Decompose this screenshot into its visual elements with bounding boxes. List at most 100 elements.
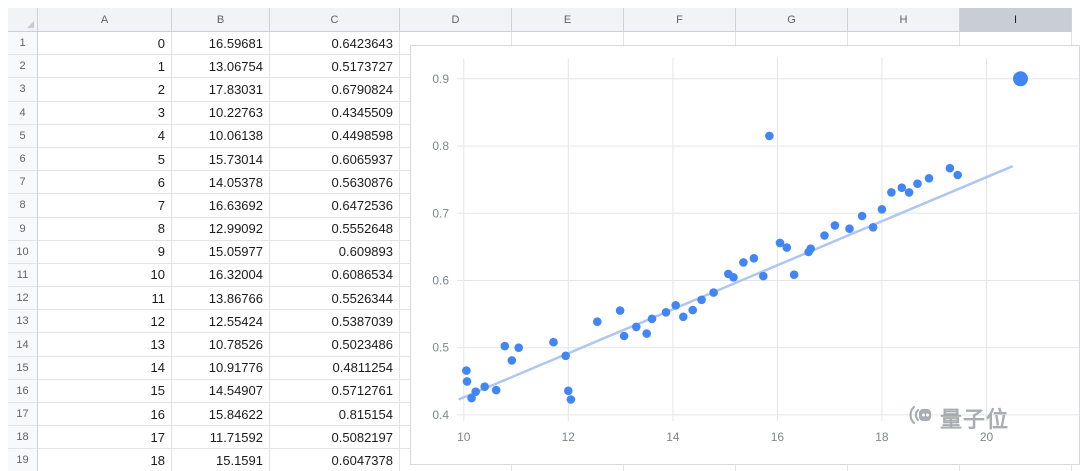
cell[interactable]: 0.609893 <box>270 240 400 264</box>
cell[interactable]: 10.06138 <box>172 124 270 148</box>
svg-text:0.5: 0.5 <box>432 341 449 355</box>
svg-text:18: 18 <box>875 430 889 444</box>
row-header-3[interactable]: 3 <box>8 78 38 102</box>
cell[interactable]: 0.4498598 <box>270 124 400 148</box>
cell[interactable]: 13.86766 <box>172 287 270 311</box>
cell[interactable]: 0 <box>38 32 172 56</box>
row-header-4[interactable]: 4 <box>8 101 38 125</box>
cell[interactable]: 0.5387039 <box>270 310 400 334</box>
cell[interactable]: 14.05378 <box>172 171 270 195</box>
row-header-10[interactable]: 10 <box>8 240 38 264</box>
row-header-12[interactable]: 12 <box>8 287 38 311</box>
cell[interactable]: 0.815154 <box>270 403 400 427</box>
cell[interactable]: 6 <box>38 171 172 195</box>
row-header-13[interactable]: 13 <box>8 310 38 334</box>
cell[interactable]: 15.1591 <box>172 449 270 471</box>
cell[interactable]: 5 <box>38 147 172 172</box>
cell[interactable]: 0.4811254 <box>270 356 400 380</box>
cell[interactable]: 8 <box>38 217 172 241</box>
cell[interactable]: 14 <box>38 356 172 380</box>
cell[interactable]: 10 <box>38 263 172 288</box>
cell[interactable]: 17 <box>38 426 172 450</box>
cell[interactable]: 0.6065937 <box>270 147 400 172</box>
cell[interactable]: 16.32004 <box>172 263 270 288</box>
cell[interactable]: 0.6047378 <box>270 449 400 471</box>
cell[interactable]: 15.05977 <box>172 240 270 264</box>
cell[interactable]: 10.78526 <box>172 333 270 357</box>
row-header-14[interactable]: 14 <box>8 333 38 357</box>
column-header-B[interactable]: B <box>172 8 270 32</box>
row-header-19[interactable]: 19 <box>8 449 38 471</box>
cell[interactable]: 0.5630876 <box>270 171 400 195</box>
cell[interactable]: 7 <box>38 194 172 218</box>
row-header-17[interactable]: 17 <box>8 403 38 427</box>
svg-text:0.4: 0.4 <box>432 408 449 422</box>
svg-text:14: 14 <box>666 430 680 444</box>
svg-text:0.9: 0.9 <box>432 72 449 86</box>
cell[interactable]: 0.6790824 <box>270 78 400 102</box>
row-header-2[interactable]: 2 <box>8 55 38 79</box>
cell[interactable]: 3 <box>38 101 172 125</box>
cell[interactable]: 16.59681 <box>172 32 270 56</box>
chart-card[interactable]: 0.4 0.5 0.6 0.7 0.8 0.9 10 12 14 16 18 20 <box>410 45 1080 465</box>
column-header-E[interactable]: E <box>512 8 624 32</box>
cell[interactable]: 16 <box>38 403 172 427</box>
cell[interactable]: 0.5173727 <box>270 55 400 79</box>
cell[interactable]: 2 <box>38 78 172 102</box>
row-header-6[interactable]: 6 <box>8 147 38 172</box>
row-header-7[interactable]: 7 <box>8 171 38 195</box>
scatter-points <box>462 71 1028 404</box>
cell[interactable]: 0.6086534 <box>270 263 400 288</box>
row-header-16[interactable]: 16 <box>8 379 38 403</box>
column-header-A[interactable]: A <box>38 8 172 32</box>
row-header-9[interactable]: 9 <box>8 217 38 241</box>
cell[interactable]: 15.73014 <box>172 147 270 172</box>
axis-labels: 0.4 0.5 0.6 0.7 0.8 0.9 10 12 14 16 18 20 <box>432 72 993 444</box>
cell[interactable]: 14.54907 <box>172 379 270 403</box>
column-header-D[interactable]: D <box>400 8 512 32</box>
cell[interactable]: 0.5526344 <box>270 287 400 311</box>
svg-text:0.8: 0.8 <box>432 139 449 153</box>
cell[interactable]: 15 <box>38 379 172 403</box>
cell[interactable]: 11.71592 <box>172 426 270 450</box>
cell[interactable]: 9 <box>38 240 172 264</box>
column-header-I[interactable]: I <box>960 8 1072 32</box>
cell[interactable]: 13 <box>38 333 172 357</box>
column-header-H[interactable]: H <box>848 8 960 32</box>
cell[interactable]: 4 <box>38 124 172 148</box>
row-header-5[interactable]: 5 <box>8 124 38 148</box>
cell[interactable]: 10.91776 <box>172 356 270 380</box>
cell[interactable]: 0.5712761 <box>270 379 400 403</box>
cell[interactable]: 0.5082197 <box>270 426 400 450</box>
cell[interactable]: 13.06754 <box>172 55 270 79</box>
svg-text:20: 20 <box>980 430 994 444</box>
gridlines <box>457 58 1079 421</box>
cell[interactable]: 1 <box>38 55 172 79</box>
cell[interactable]: 0.5552648 <box>270 217 400 241</box>
cell[interactable]: 0.5023486 <box>270 333 400 357</box>
cell[interactable]: 11 <box>38 287 172 311</box>
row-header-11[interactable]: 11 <box>8 263 38 288</box>
row-header-15[interactable]: 15 <box>8 356 38 380</box>
cell[interactable]: 10.22763 <box>172 101 270 125</box>
row-header-8[interactable]: 8 <box>8 194 38 218</box>
column-header-C[interactable]: C <box>270 8 400 32</box>
cell[interactable]: 12.55424 <box>172 310 270 334</box>
scatter-chart: 0.4 0.5 0.6 0.7 0.8 0.9 10 12 14 16 18 20 <box>432 58 1079 444</box>
cell[interactable]: 0.6472536 <box>270 194 400 218</box>
cell[interactable]: 17.83031 <box>172 78 270 102</box>
cell[interactable]: 12 <box>38 310 172 334</box>
row-header-1[interactable]: 1 <box>8 32 38 56</box>
cell[interactable]: 15.84622 <box>172 403 270 427</box>
cell[interactable]: 16.63692 <box>172 194 270 218</box>
column-header-G[interactable]: G <box>736 8 848 32</box>
cell[interactable]: 0.4345509 <box>270 101 400 125</box>
column-header-F[interactable]: F <box>624 8 736 32</box>
cell[interactable]: 0.6423643 <box>270 32 400 56</box>
cell[interactable]: 12.99092 <box>172 217 270 241</box>
row-header-18[interactable]: 18 <box>8 426 38 450</box>
cell[interactable]: 18 <box>38 449 172 471</box>
select-all-corner[interactable] <box>8 8 38 32</box>
